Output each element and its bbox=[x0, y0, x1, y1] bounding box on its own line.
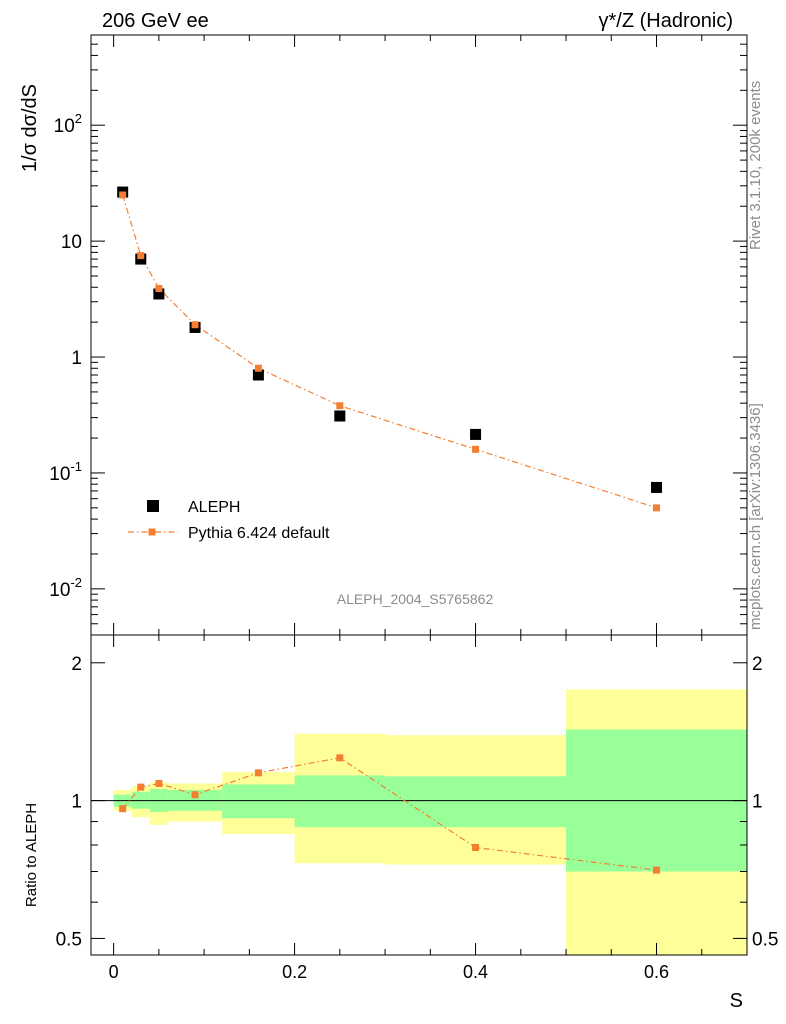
mc-line bbox=[122, 194, 657, 509]
legend-label-aleph: ALEPH bbox=[188, 499, 240, 516]
mc-point bbox=[653, 504, 661, 512]
y-tick-label: 2 bbox=[71, 654, 82, 675]
mc-point bbox=[155, 285, 163, 293]
uncertainty-band-inner bbox=[222, 784, 295, 819]
main-axes-layer: 10-2 10-1 1 10 102 bbox=[49, 34, 748, 636]
ratio-mc-point bbox=[191, 791, 199, 799]
mc-point bbox=[191, 321, 199, 329]
mc-point bbox=[472, 445, 480, 453]
mc-point bbox=[336, 402, 344, 410]
y-tick-label: 10-1 bbox=[49, 459, 82, 485]
mc-point bbox=[119, 191, 127, 199]
ratio-axes-layer: 0 0.2 0.4 0.6 0.5 0.5 1 1 2 2 bbox=[56, 635, 778, 982]
mcplots-label: mcplots.cern.ch [arXiv:1306.3436] bbox=[747, 403, 764, 630]
header-left-label: 206 GeV ee bbox=[102, 10, 209, 32]
y-tick-label: 10-2 bbox=[49, 575, 82, 601]
y-tick-label: 1 bbox=[71, 348, 82, 369]
y-tick-label-right: 1 bbox=[752, 792, 763, 813]
rivet-version-label: Rivet 3.1.10, 200k events bbox=[747, 81, 764, 250]
main-y-axis-label: 1/σ dσ/dS bbox=[19, 84, 41, 172]
x-axis-label: S bbox=[730, 990, 743, 1012]
y-tick-label-right: 0.5 bbox=[752, 929, 778, 950]
ratio-frame bbox=[90, 634, 748, 956]
data-point bbox=[470, 428, 482, 440]
x-tick-label: 0.4 bbox=[463, 962, 488, 982]
y-tick-label-right: 2 bbox=[752, 654, 763, 675]
main-panel: 10-2 10-1 1 10 102 1/σ dσ/dS ALEPH_2004_S576… bbox=[19, 34, 748, 636]
ratio-mc-point bbox=[119, 805, 127, 813]
data-point bbox=[153, 288, 165, 300]
legend-marker-pythia bbox=[148, 528, 156, 536]
ratio-panel: 0 0.2 0.4 0.6 0.5 0.5 1 1 2 2 Ratio to ALEPH S bbox=[23, 634, 778, 1012]
x-tick-label: 0 bbox=[109, 962, 119, 982]
mc-point bbox=[137, 252, 145, 260]
ratio-mc-point bbox=[653, 866, 661, 874]
y-tick-label: 102 bbox=[54, 111, 82, 137]
uncertainty-band-inner bbox=[294, 775, 386, 828]
x-tick-label: 0.6 bbox=[644, 962, 669, 982]
ratio-mc-point bbox=[336, 754, 344, 762]
legend-marker-aleph bbox=[147, 500, 159, 512]
legend-label-pythia: Pythia 6.424 default bbox=[188, 525, 330, 542]
mc-point bbox=[254, 364, 262, 372]
ratio-mc-point bbox=[155, 779, 163, 787]
x-tick-label: 0.2 bbox=[282, 962, 307, 982]
main-frame bbox=[90, 34, 748, 636]
main-data-layer bbox=[117, 186, 663, 512]
ratio-mc-point bbox=[254, 769, 262, 777]
ratio-band-layer bbox=[113, 689, 747, 955]
data-point bbox=[651, 481, 663, 493]
y-tick-label: 10 bbox=[61, 232, 82, 253]
analysis-label: ALEPH_2004_S5765862 bbox=[337, 591, 494, 607]
ratio-mc-point bbox=[137, 783, 145, 791]
legend: ALEPH Pythia 6.424 default bbox=[128, 499, 330, 542]
uncertainty-band-inner bbox=[385, 776, 567, 828]
y-tick-label: 1 bbox=[71, 792, 82, 813]
data-point bbox=[252, 369, 264, 381]
ratio-data-layer bbox=[91, 754, 747, 874]
ratio-mc-point bbox=[472, 843, 480, 851]
y-tick-label: 0.5 bbox=[56, 929, 82, 950]
data-point bbox=[334, 410, 346, 422]
header-right-label: γ*/Z (Hadronic) bbox=[599, 10, 733, 32]
ratio-y-axis-label: Ratio to ALEPH bbox=[23, 803, 40, 907]
